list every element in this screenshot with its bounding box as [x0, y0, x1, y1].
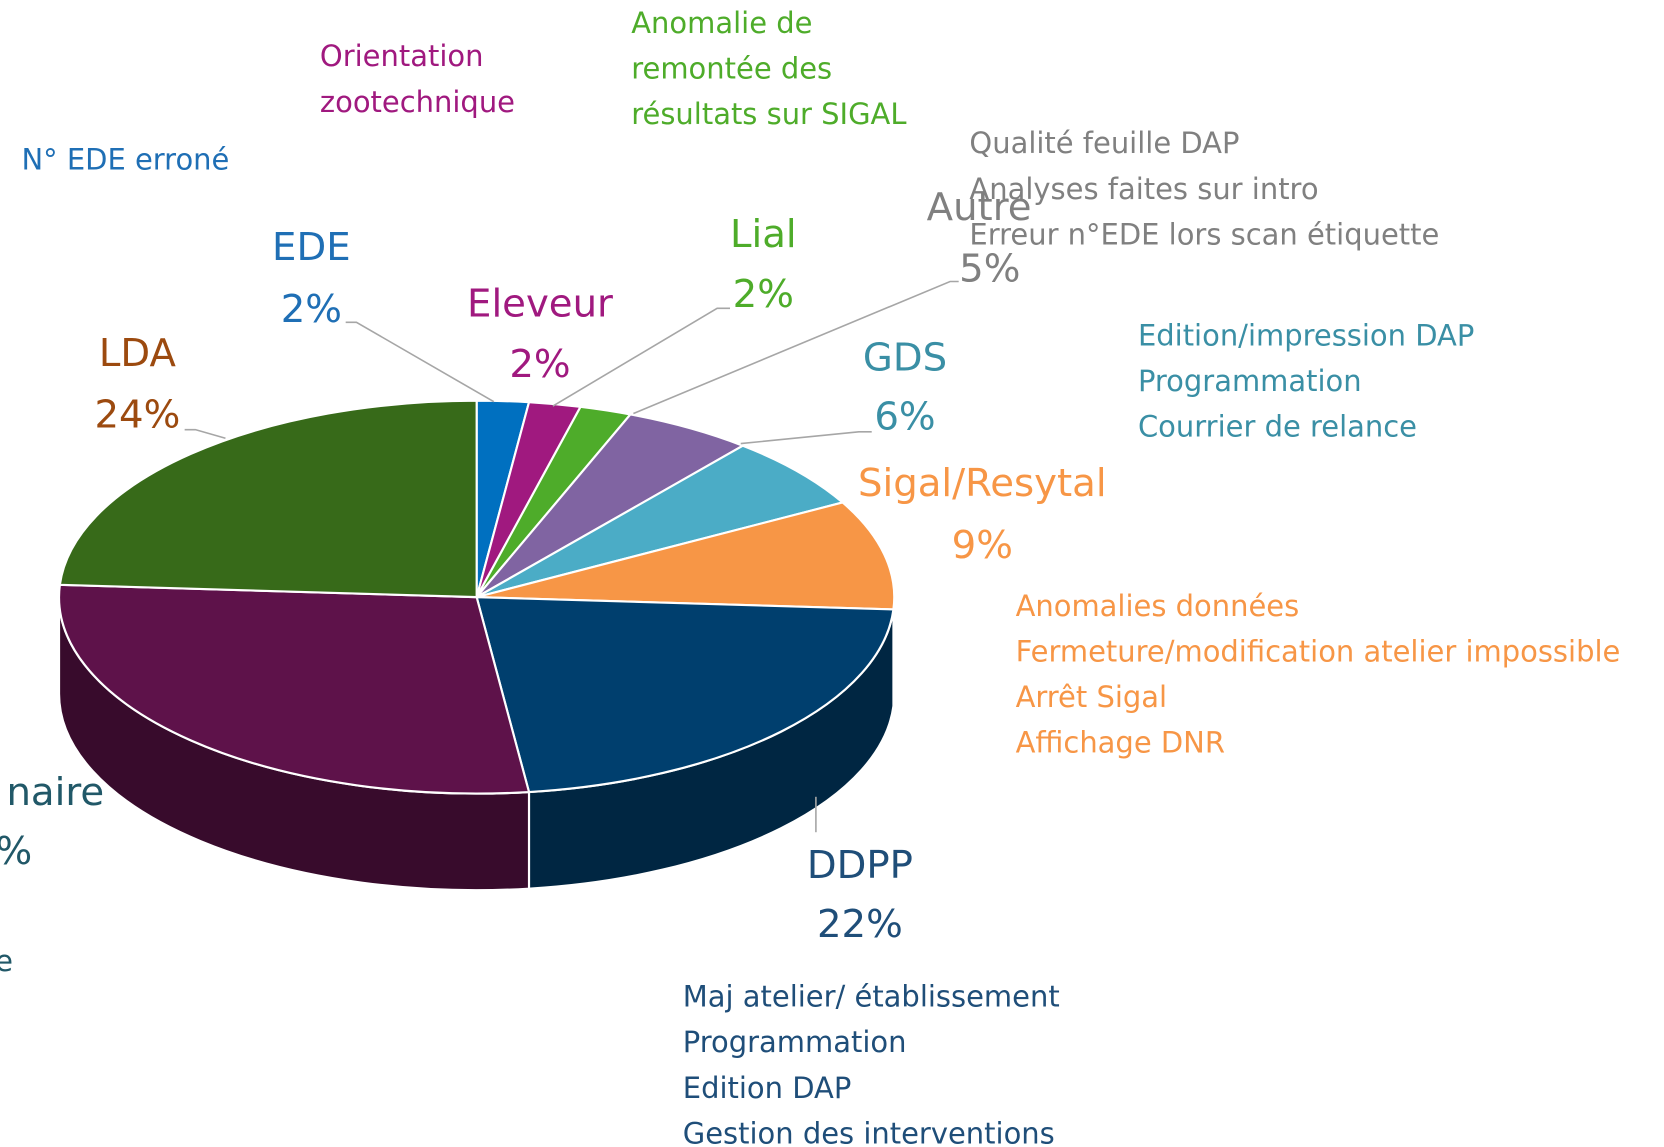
slice-value-label: 2% — [733, 272, 794, 317]
leader-line — [184, 428, 226, 440]
detail-text: résultats sur SIGAL — [631, 97, 906, 131]
slice-label: GDS — [863, 335, 947, 380]
leader-line — [633, 280, 959, 415]
detail-text: Edition/impression DAP — [1138, 318, 1474, 352]
slice-value-label: 5% — [959, 246, 1020, 291]
detail-text: e — [0, 944, 13, 978]
slice — [58, 583, 531, 795]
detail-text: Anomalies données — [1016, 589, 1300, 623]
detail-text: Fermeture/modification atelier impossibl… — [1016, 634, 1621, 668]
slice — [58, 399, 478, 599]
leader-line — [345, 321, 495, 403]
slice-label: EDE — [272, 225, 351, 270]
slice-label: DDPP — [807, 843, 913, 888]
slice — [476, 444, 845, 599]
detail-text: Arrêt Sigal — [1016, 680, 1168, 714]
detail-text: Erreur n°EDE lors scan étiquette — [969, 217, 1439, 251]
detail-text: Affichage DNR — [1016, 726, 1225, 760]
slice-value-label: 2% — [281, 287, 342, 332]
slice-value-label: 6% — [874, 394, 935, 439]
slice — [475, 596, 895, 794]
detail-text: Gestion des interventions — [683, 1117, 1055, 1147]
slice-value-label: 24% — [94, 392, 180, 437]
slice-value-label: 2% — [509, 342, 570, 387]
detail-text: Maj atelier/ établissement — [683, 980, 1060, 1014]
slice — [476, 501, 896, 611]
detail-text: Qualité feuille DAP — [969, 126, 1239, 160]
detail-text: remontée des — [631, 52, 832, 86]
detail-text: Edition DAP — [683, 1071, 852, 1105]
slice-label: Eleveur — [467, 282, 613, 327]
slice-value-label: 22% — [817, 902, 903, 947]
slice-label: LDA — [99, 331, 177, 376]
slice-value-label: % — [0, 829, 32, 874]
slice-label: Sigal/Resytal — [858, 461, 1107, 506]
detail-text: zootechnique — [320, 85, 515, 119]
slice-label: naire — [6, 770, 104, 815]
slice-label: Autre — [927, 185, 1032, 230]
detail-text: Programmation — [683, 1025, 907, 1059]
detail-text: Orientation — [320, 39, 484, 73]
detail-text: N° EDE erroné — [21, 142, 229, 176]
leader-line — [552, 307, 731, 407]
leader-line — [740, 430, 872, 445]
detail-text: Courrier de relance — [1138, 410, 1417, 444]
slice-value-label: 9% — [952, 523, 1013, 568]
detail-text: Anomalie de — [631, 6, 812, 40]
detail-text: Programmation — [1138, 364, 1362, 398]
detail-text: Analyses faites sur intro — [969, 172, 1318, 206]
slice-label: Lial — [730, 212, 797, 257]
